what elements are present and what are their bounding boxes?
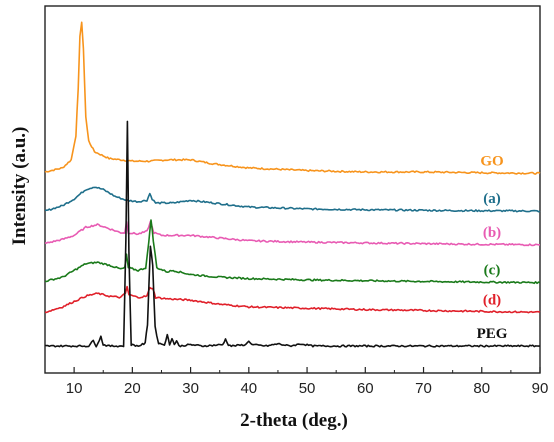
x-tick-label: 30	[182, 380, 199, 397]
series-label: (c)	[484, 263, 501, 279]
series-label: (d)	[483, 292, 501, 308]
x-tick-label: 10	[66, 380, 83, 397]
x-tick-label: 70	[415, 380, 432, 397]
series-line	[44, 220, 540, 247]
x-axis-label: 2-theta (deg.)	[240, 410, 348, 431]
x-tick-label: 60	[357, 380, 374, 397]
x-tick-label: 20	[124, 380, 141, 397]
plot-frame	[44, 5, 541, 374]
plot-border	[44, 5, 541, 374]
series-line	[44, 186, 541, 213]
series-layer	[44, 21, 541, 348]
x-tick-label: 80	[473, 380, 490, 397]
series-label: PEG	[477, 326, 508, 342]
series-line	[44, 21, 541, 175]
x-tick-label: 90	[532, 380, 549, 397]
x-tick-label: 50	[299, 380, 316, 397]
series-label: GO	[480, 153, 503, 169]
series-label: (b)	[483, 225, 501, 241]
y-axis-label: Intensity (a.u.)	[9, 127, 30, 246]
series-labels: GO (a) (b) (c) (d) PEG	[477, 153, 508, 342]
series-line	[44, 219, 541, 285]
series-line	[44, 120, 541, 348]
series-line	[44, 285, 541, 314]
x-axis-ticks: 10 20 30 40 50 60 70 80 90	[44, 367, 549, 397]
x-tick-label: 40	[240, 380, 257, 397]
series-label: (a)	[483, 191, 501, 207]
